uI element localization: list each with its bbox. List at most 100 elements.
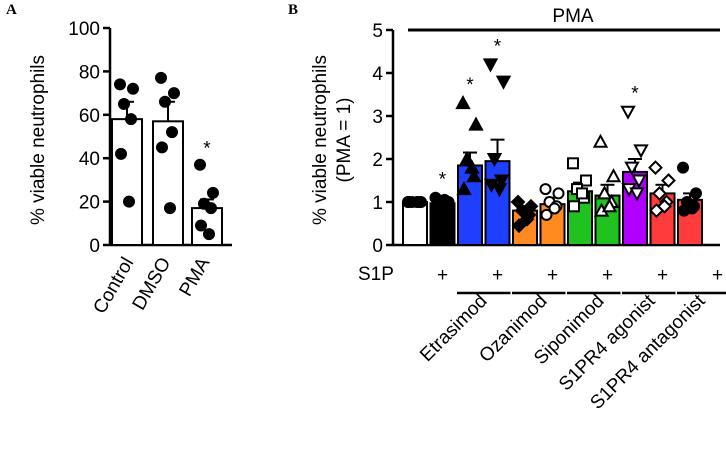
- panel-a-data-point: [114, 78, 126, 91]
- panel-b-s1p-row-label: S1P: [358, 264, 394, 285]
- panel-b-chart: % viable neutrophils (PMA = 1) PMA 0 1 2 3 4…: [310, 6, 726, 414]
- panel-a-data-point: [156, 141, 168, 154]
- panel-b-data-point: [466, 168, 482, 183]
- panel-b-data-point: [631, 174, 647, 189]
- panel-a-bar: [111, 118, 143, 246]
- panel-b-bar: [622, 170, 648, 246]
- panel-a-x-label-pma: PMA: [176, 254, 215, 300]
- panel-b-bar: [402, 201, 428, 246]
- panel-b-data-point: [464, 159, 480, 174]
- panel-b-bar: [484, 160, 511, 246]
- panel-b-marks: * * * *: [402, 36, 703, 247]
- panel-b-y-tick-label: 0: [372, 236, 383, 257]
- panel-b-data-point: [576, 187, 588, 200]
- panel-a-y-tick-label: 20: [79, 193, 100, 214]
- panel-b-significance: *: [439, 170, 447, 191]
- panel-a-data-point: [168, 87, 180, 100]
- panel-b-significance: *: [631, 84, 639, 105]
- panel-a-y-tick-label: 100: [68, 19, 100, 40]
- panel-b-s1p-plus: +: [547, 265, 558, 286]
- panel-b-data-point: [633, 144, 649, 159]
- panel-b-data-point: [629, 187, 645, 202]
- panel-a-y-tick-label: 0: [89, 236, 100, 257]
- panel-a-y-axis-title: % viable neutrophils: [28, 55, 49, 225]
- panel-a-data-point: [207, 186, 219, 199]
- panel-b-data-point: [411, 196, 423, 208]
- panel-a-letter: A: [6, 2, 17, 18]
- panel-a-data-point: [164, 202, 176, 215]
- panel-a-y-tick-label: 40: [79, 149, 100, 170]
- panel-a-x-label-control: Control: [90, 254, 139, 318]
- panel-b-data-point: [605, 168, 622, 183]
- panel-b-data-point: [652, 185, 667, 201]
- panel-a-data-point: [118, 97, 130, 110]
- panel-a-chart: % viable neutrophils 0 20 40 60 80 100 * Cont…: [28, 19, 232, 318]
- panel-b-data-point: [686, 202, 698, 215]
- panel-b-data-point: [539, 183, 552, 196]
- panel-b-data-point: [430, 202, 443, 215]
- panel-b-data-point: [580, 174, 592, 187]
- panel-a-x-labels: Control DMSO PMA: [90, 254, 215, 318]
- panel-b-data-point: [548, 202, 561, 215]
- panel-b-significance: *: [494, 36, 502, 57]
- panel-b-y-axis-title: % viable neutrophils: [310, 55, 331, 225]
- panel-b-bar: [539, 203, 566, 246]
- panel-a-marks: *: [111, 71, 223, 246]
- panel-b-data-point: [482, 58, 499, 73]
- panel-b-significance: *: [466, 75, 474, 96]
- panel-a-y-tick-label: 80: [79, 62, 100, 83]
- panel-a-data-point: [203, 228, 215, 241]
- panel-b-letter: B: [288, 2, 298, 18]
- panel-a-data-point: [115, 147, 127, 160]
- panel-b-data-point: [486, 153, 503, 168]
- panel-b-data-point: [568, 200, 580, 213]
- panel-a-data-point: [123, 195, 135, 208]
- panel-b-y-tick-label: 4: [372, 64, 383, 85]
- panel-b-y-tick-label: 3: [372, 107, 383, 128]
- panel-b-data-point: [648, 160, 663, 176]
- panel-a-y-ticks: 0 20 40 60 80 100: [68, 19, 232, 257]
- panel-b-y-tick-label: 5: [372, 21, 383, 42]
- panel-a-bar: [152, 120, 184, 246]
- panel-b-data-point: [567, 157, 579, 170]
- panel-a-data-point: [195, 219, 207, 232]
- panel-b-data-point: [459, 150, 475, 165]
- panel-b-data-point: [596, 185, 613, 200]
- panel-a-data-point: [205, 202, 217, 215]
- panel-a-data-point: [125, 113, 137, 126]
- panel-a-data-point: [194, 158, 206, 171]
- panel-b-data-point: [519, 211, 535, 227]
- panel-b-data-point: [511, 218, 527, 234]
- panel-b-data-point: [552, 187, 565, 200]
- panel-b-s1p-plus: +: [657, 265, 668, 286]
- panel-b-s1p-plus: +: [437, 265, 448, 286]
- panel-a-data-point: [155, 71, 167, 84]
- panel-b-title: PMA: [552, 6, 594, 27]
- panel-b-group-labels: Etrasimod Ozanimod Siponimod S1PR4 agoni…: [416, 290, 710, 414]
- panel-b-s1p-plus: +: [712, 265, 723, 286]
- panel-b-data-point: [657, 198, 672, 214]
- panel-b-data-point: [456, 181, 472, 196]
- panel-b-data-point: [468, 116, 484, 131]
- panel-b-y-tick-label: 2: [372, 150, 383, 171]
- panel-b-s1p-plus: +: [492, 265, 503, 286]
- panel-b-data-point: [601, 198, 618, 213]
- panel-b-data-point: [661, 173, 676, 188]
- panel-b-s1p-marks: + + + + + +: [437, 265, 723, 286]
- panel-b-data-point: [592, 133, 609, 148]
- panel-b-data-point: [690, 187, 702, 200]
- panel-b-data-point: [677, 161, 689, 174]
- panel-b-data-point: [491, 183, 508, 198]
- panel-b-data-point: [438, 193, 451, 206]
- panel-b-data-point: [495, 75, 512, 90]
- panel-b-s1p-plus: +: [602, 265, 613, 286]
- panel-b-y-tick-label: 1: [372, 193, 383, 214]
- panel-b-data-point: [620, 105, 636, 120]
- panel-b-data-point: [493, 174, 510, 189]
- panel-b-y-axis-subtitle: (PMA = 1): [334, 98, 355, 183]
- panel-a-data-point: [127, 82, 139, 95]
- panel-b-data-point: [540, 208, 553, 221]
- panel-b-data-point: [455, 95, 471, 110]
- panel-b-data-point: [624, 161, 640, 176]
